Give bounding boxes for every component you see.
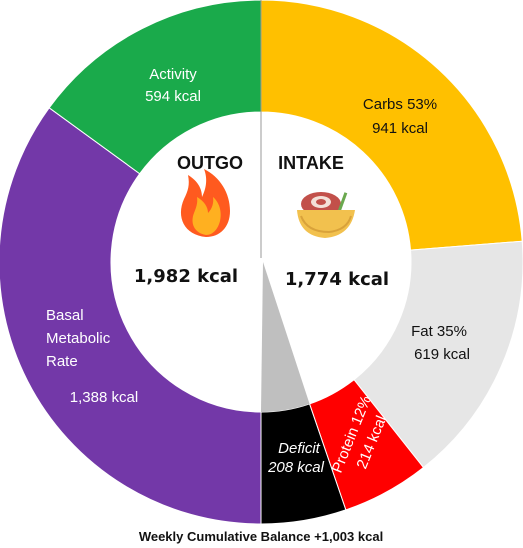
deficit-gap-wedge xyxy=(261,262,310,412)
label-bmr-line-2: Metabolic xyxy=(46,330,111,347)
food-bowl-icon xyxy=(297,192,355,238)
label-carbs-value: 941 kcal xyxy=(372,120,428,137)
donut-hole xyxy=(111,112,411,412)
intake-header: INTAKE xyxy=(278,153,344,173)
label-deficit-value: 208 kcal xyxy=(267,459,325,476)
label-deficit-name: Deficit xyxy=(278,440,321,457)
label-bmr-line-3: Rate xyxy=(46,353,78,370)
label-fat-value: 619 kcal xyxy=(414,346,470,363)
label-bmr-line-1: Basal xyxy=(46,307,84,324)
label-activity-name: Activity xyxy=(149,66,197,83)
label-fat-name: Fat 35% xyxy=(411,323,467,340)
label-carbs-name: Carbs 53% xyxy=(363,96,437,113)
outgo-total: 1,982 kcal xyxy=(134,266,238,287)
footer-balance: Weekly Cumulative Balance +1,003 kcal xyxy=(139,529,383,544)
label-bmr-value: 1,388 kcal xyxy=(70,389,138,406)
outgo-header: OUTGO xyxy=(177,153,243,173)
fire-icon xyxy=(180,169,230,237)
label-activity-value: 594 kcal xyxy=(145,88,201,105)
intake-total: 1,774 kcal xyxy=(285,269,389,290)
